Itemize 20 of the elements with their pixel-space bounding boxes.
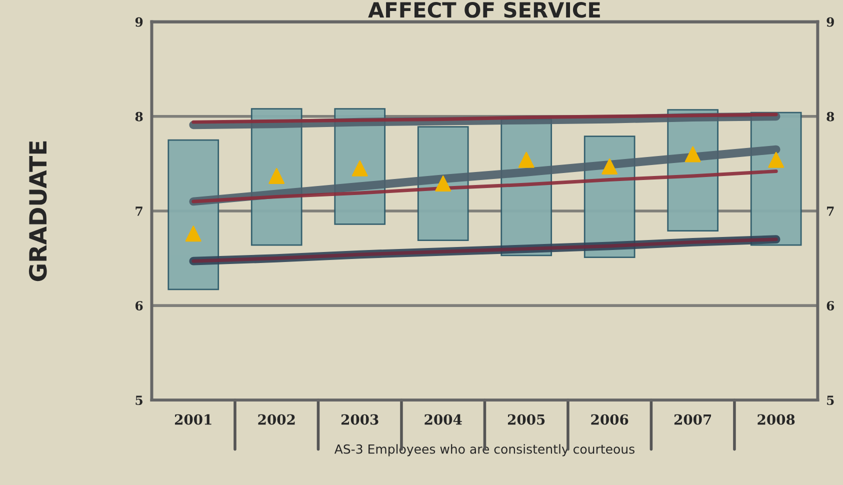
y-axis-title: GRADUATE [28,141,47,282]
x-tick-label: 2002 [258,414,295,425]
x-tick-label: 2005 [508,414,545,425]
y-tick-label: 5 [136,396,142,406]
x-tick-label: 2004 [424,414,462,425]
y-tick-label: 9 [135,17,143,27]
y2-tick-label: 9 [826,17,834,27]
y2-tick-label: 6 [826,301,834,310]
x-tick-label: 2003 [341,414,378,425]
x-tick-label: 2006 [591,414,628,425]
x-tick-label: 2008 [758,414,795,425]
y-tick-label: 8 [135,112,143,122]
x-tick-label: 2007 [674,414,712,425]
chart-title: AFFECT OF SERVICE [368,2,600,18]
x-tick-label: 2001 [174,414,212,425]
y2-tick-label: 5 [827,396,834,406]
y2-tick-label: 8 [826,112,834,122]
y-tick-label: 7 [136,206,142,216]
y-tick-label: 6 [135,301,143,310]
y2-tick-label: 7 [827,206,834,216]
